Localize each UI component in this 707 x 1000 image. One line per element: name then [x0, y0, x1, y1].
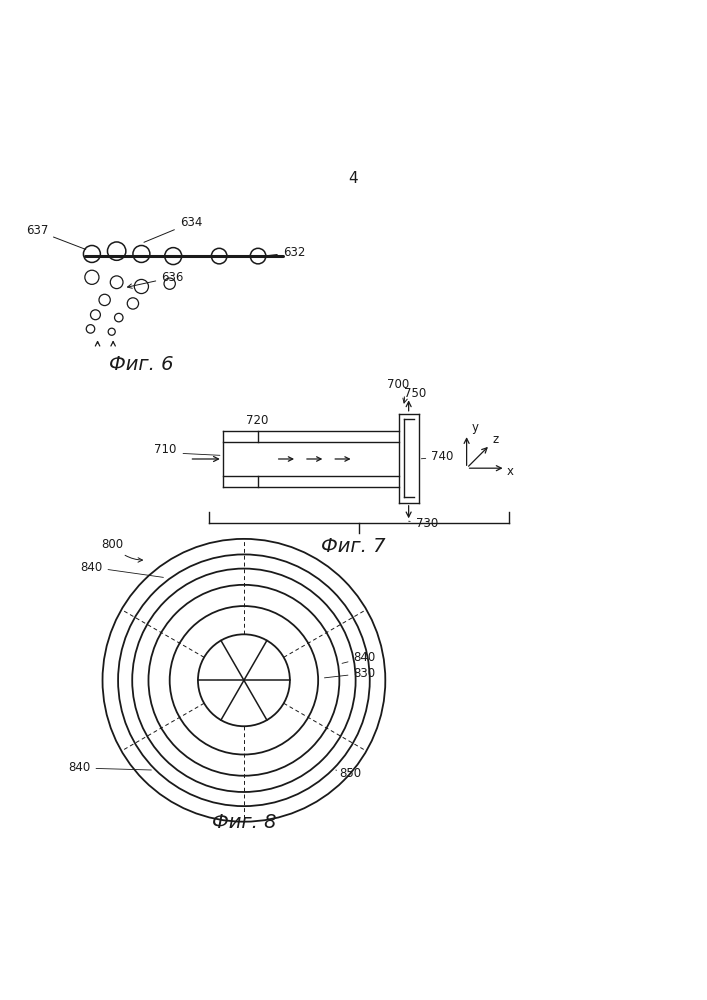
- Text: 840: 840: [81, 561, 163, 577]
- Text: x: x: [507, 465, 514, 478]
- Text: z: z: [492, 433, 498, 446]
- Text: 750: 750: [404, 387, 426, 400]
- Text: Фиг. 8: Фиг. 8: [211, 813, 276, 832]
- Text: 840: 840: [342, 651, 375, 664]
- Text: 730: 730: [409, 517, 438, 530]
- Text: 840: 840: [69, 761, 151, 774]
- Text: Фиг. 6: Фиг. 6: [109, 355, 174, 374]
- Text: 800: 800: [102, 538, 143, 562]
- Text: y: y: [472, 421, 479, 434]
- Text: 830: 830: [325, 667, 375, 680]
- Text: 850: 850: [336, 767, 361, 780]
- Text: 740: 740: [421, 450, 454, 463]
- Text: 710: 710: [154, 443, 177, 456]
- Text: 637: 637: [25, 224, 86, 249]
- Text: 4: 4: [349, 171, 358, 186]
- Text: 720: 720: [246, 414, 269, 427]
- Text: Фиг. 7: Фиг. 7: [321, 537, 386, 556]
- Text: 700: 700: [387, 378, 409, 403]
- Text: 634: 634: [144, 216, 202, 242]
- Text: 636: 636: [127, 271, 184, 288]
- Text: 632: 632: [266, 246, 305, 259]
